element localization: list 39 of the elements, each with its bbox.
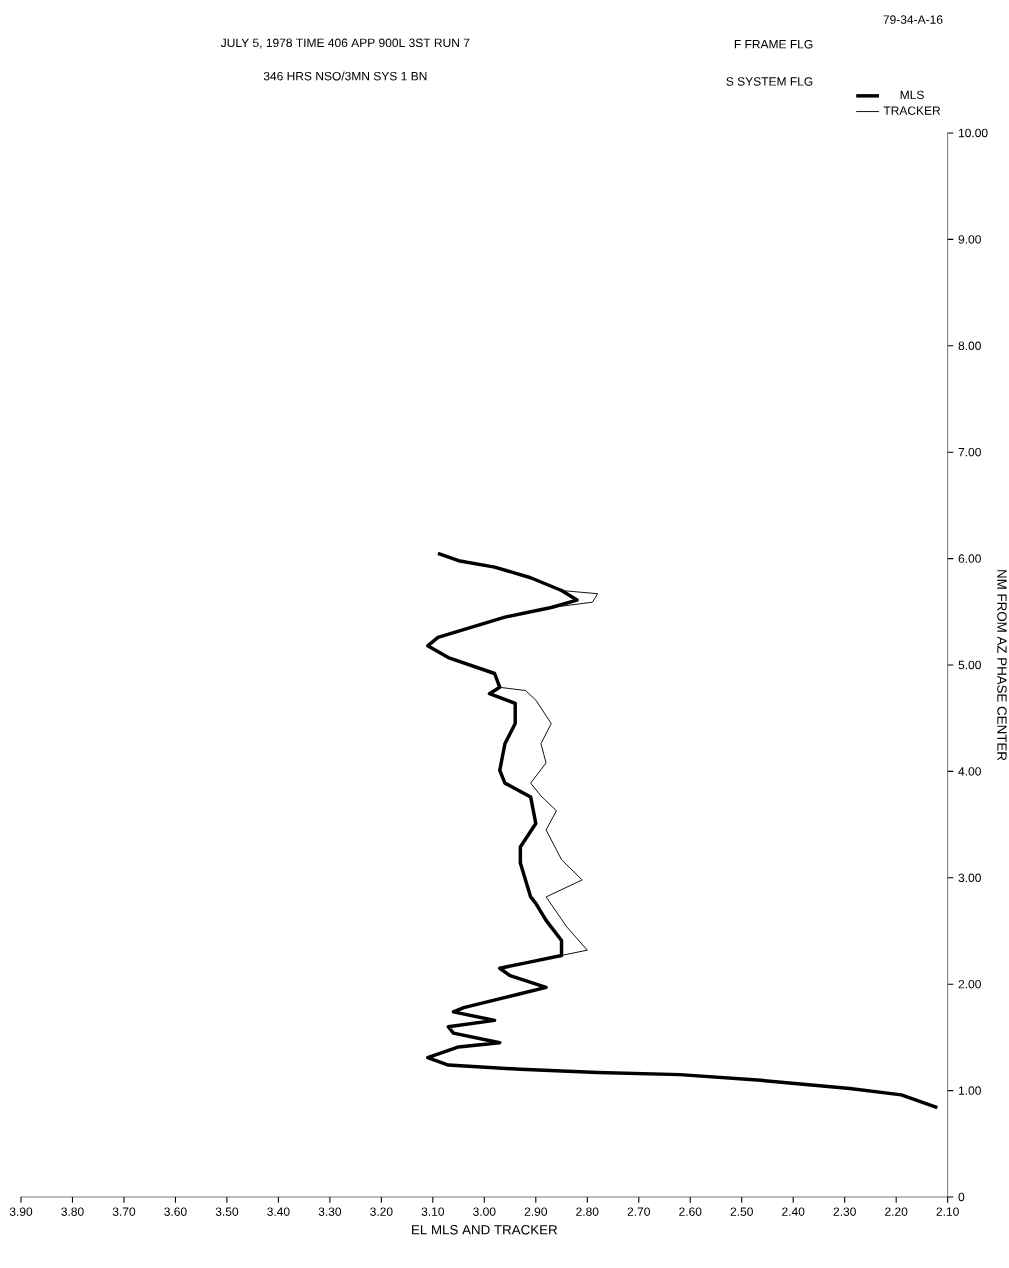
x-tick-label: 2.50: [730, 1207, 753, 1216]
y-tick-label: 1.00: [958, 1086, 981, 1095]
y-tick-label: 3.00: [958, 873, 981, 883]
text: 79-34-A-16: [883, 15, 943, 24]
x-tick-label: 2.60: [679, 1207, 702, 1216]
legend-label: TRACKER: [883, 106, 941, 115]
x-axis-title: EL MLS AND TRACKER: [412, 1225, 558, 1235]
chart-title: JULY 5, 1978 TIME 406 APP 900L 3ST RUN 7: [220, 38, 470, 49]
legend-label: MLS: [900, 90, 924, 100]
x-tick-label: 2.30: [833, 1207, 856, 1216]
x-tick-label: 3.00: [473, 1207, 496, 1216]
x-tick-label: 2.80: [576, 1207, 599, 1216]
y-tick-label: 4.00: [958, 767, 981, 776]
y-tick-label: 2.00: [958, 979, 981, 989]
y-axis-title: NM FROM AZ PHASE CENTER: [997, 570, 1007, 761]
chart-subtitle: 346 HRS NSO/3MN SYS 1 BN: [263, 71, 427, 81]
y-tick-label: 7.00: [958, 447, 981, 457]
x-tick-label: 3.20: [370, 1207, 393, 1216]
x-tick-label: 3.70: [112, 1207, 136, 1216]
x-tick-label: 3.50: [215, 1207, 239, 1216]
x-tick-label: 3.30: [318, 1207, 342, 1216]
x-tick-label: 2.10: [936, 1207, 959, 1216]
y-tick-label: 9.00: [958, 235, 981, 244]
y-tick-label: 6.00: [958, 554, 981, 563]
x-tick-label: 3.10: [421, 1207, 445, 1216]
y-tick-label: 8.00: [958, 341, 981, 351]
y-tick-label: 0: [958, 1192, 965, 1202]
y-tick-label: 5.00: [958, 660, 981, 670]
x-tick-label: 2.90: [524, 1207, 548, 1216]
text: F FRAME FLG: [734, 39, 813, 49]
x-tick-label: 2.70: [627, 1207, 650, 1216]
x-tick-label: 3.80: [61, 1207, 84, 1216]
text: S SYSTEM FLG: [726, 77, 813, 86]
x-tick-label: 2.20: [885, 1207, 908, 1216]
x-tick-label: 3.60: [164, 1207, 187, 1216]
x-tick-label: 2.40: [782, 1207, 805, 1216]
y-tick-label: 10.00: [958, 128, 988, 138]
x-tick-label: 3.40: [267, 1207, 290, 1216]
x-tick-label: 3.90: [9, 1207, 33, 1216]
